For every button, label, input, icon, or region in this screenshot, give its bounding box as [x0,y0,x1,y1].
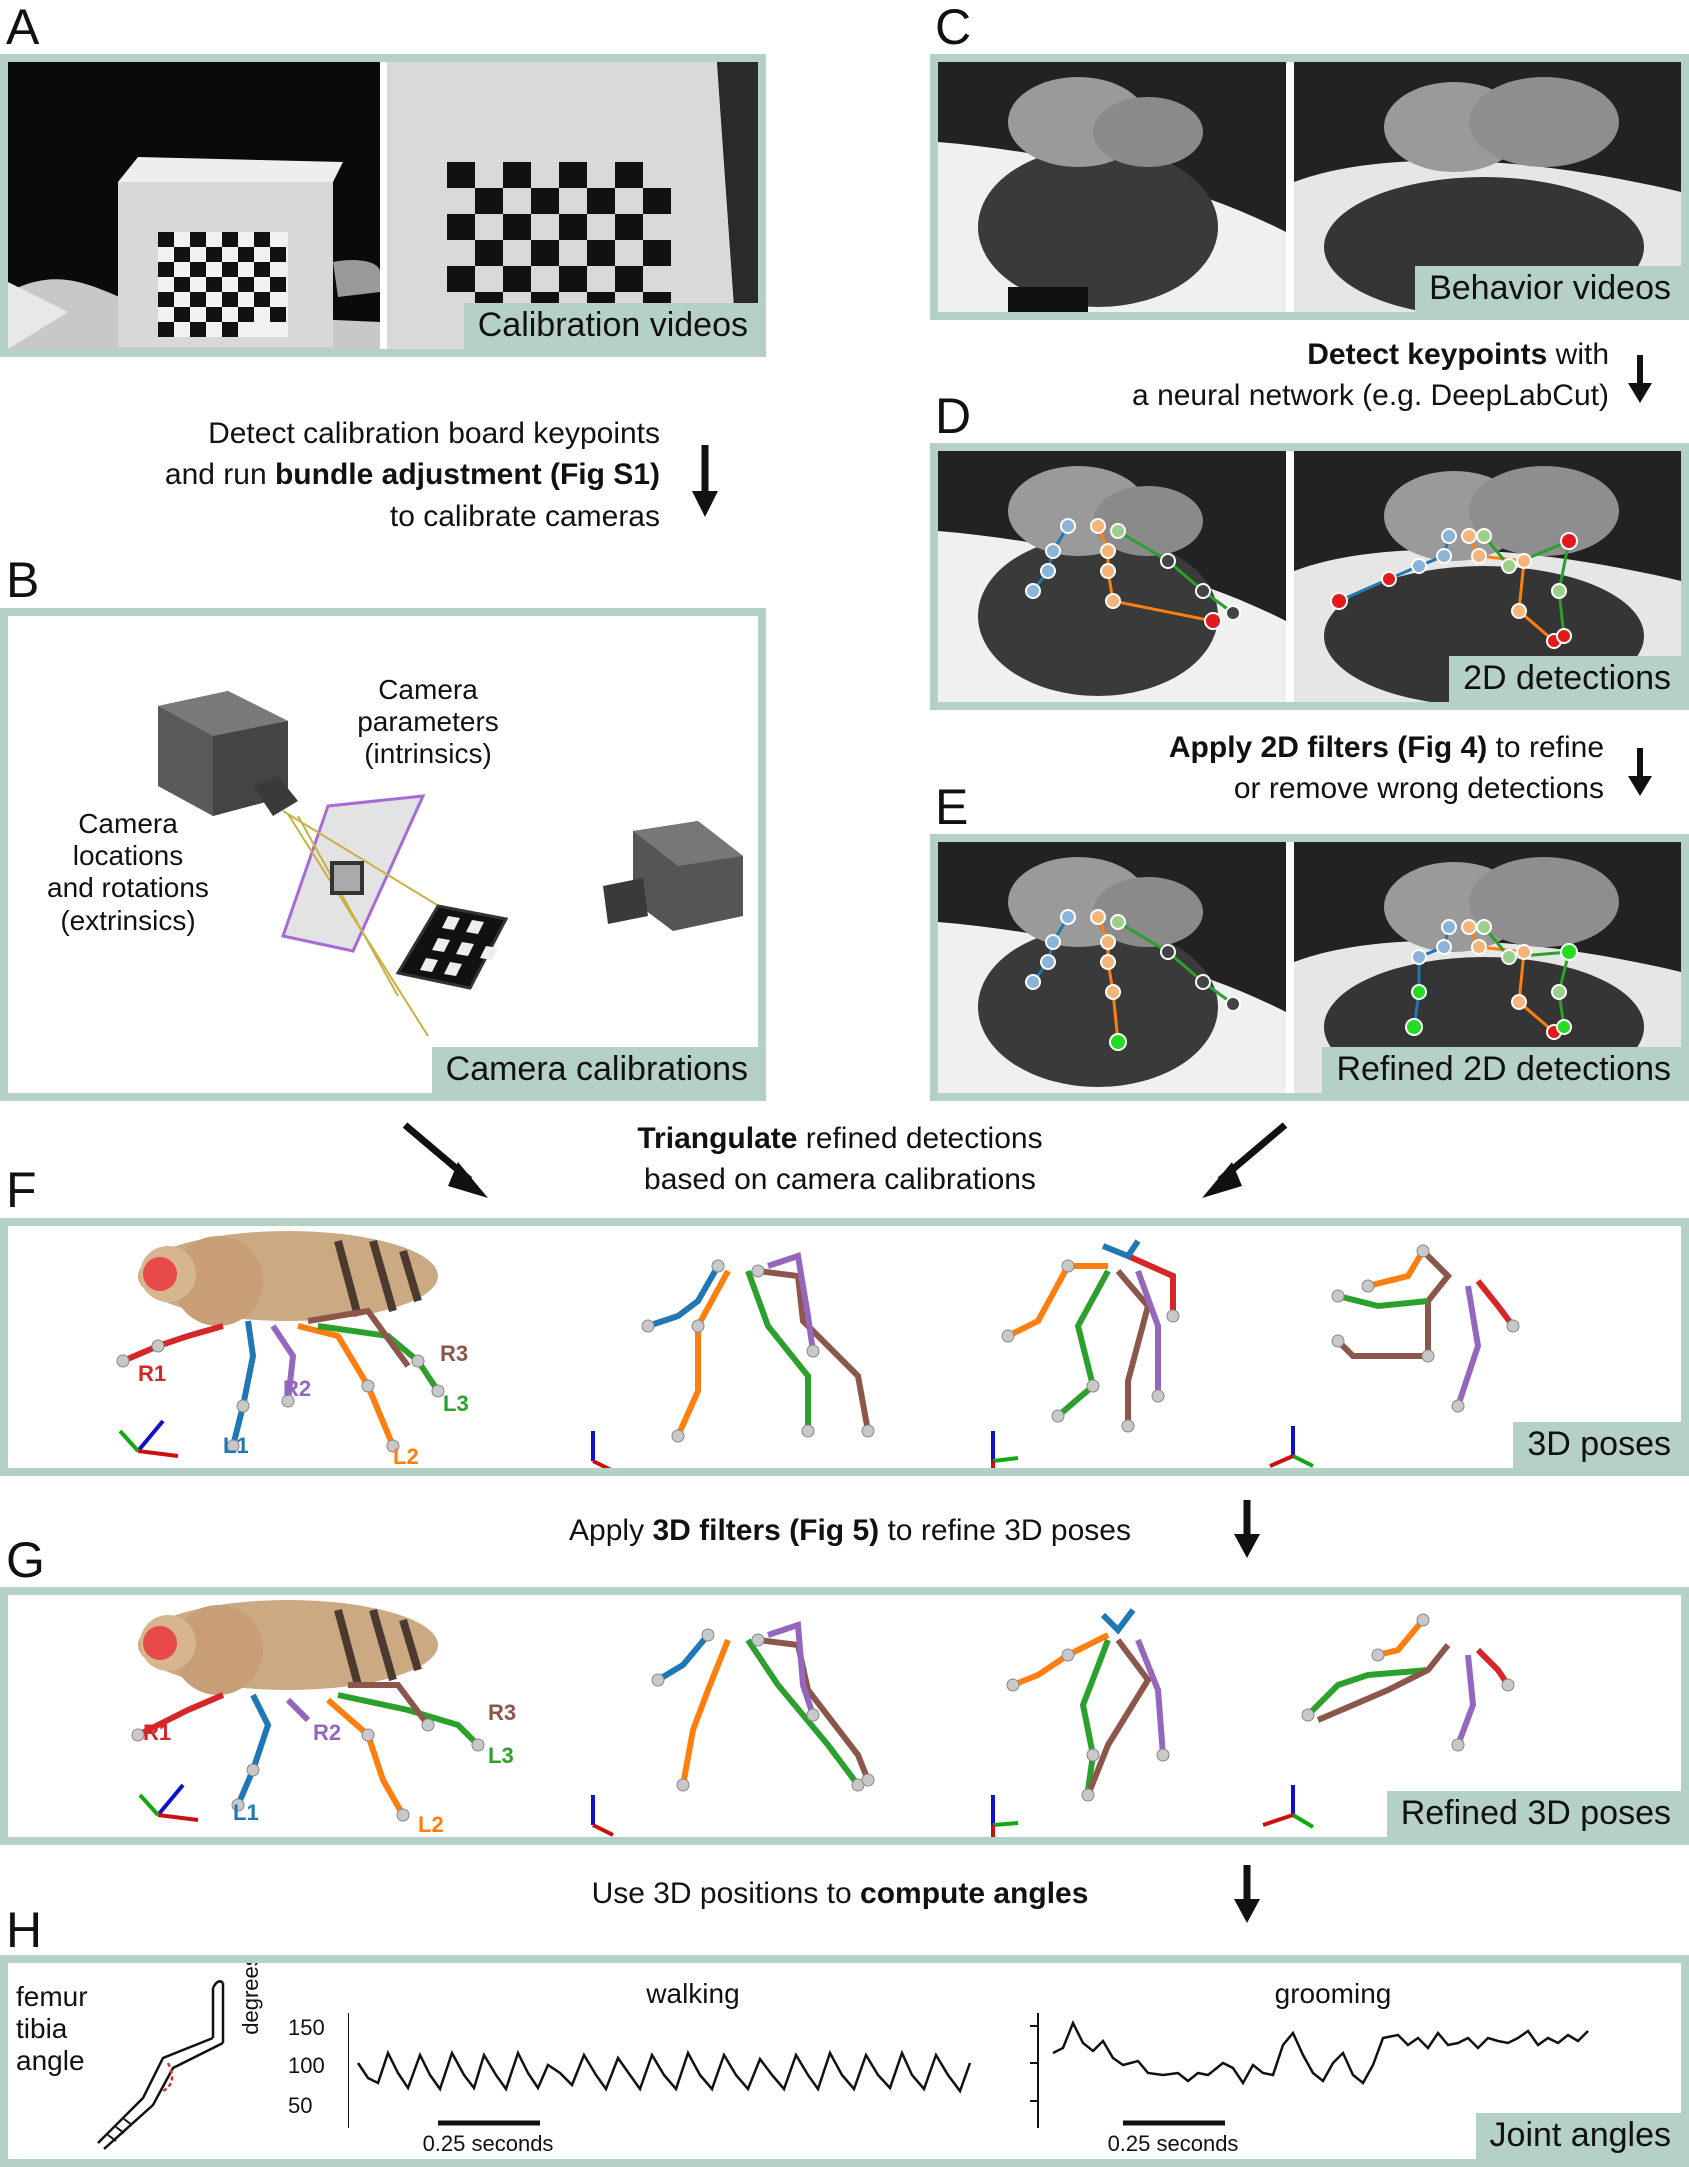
leg-label-l1: L1 [223,1433,249,1458]
step-detect-keypoints: Detect keypoints with a neural network (… [909,334,1609,417]
panel-letter-e: E [935,779,969,835]
calib-line2-bold: bundle adjustment (Fig S1) [274,458,660,492]
arrow-b-to-f [402,1122,488,1198]
scalebar-grooming-label: 0.25 seconds [1107,2131,1239,2156]
panel-f-3d-poses: R1 R2 R3 L1 L2 L3 3D poses [0,1218,1689,1476]
arrow-g-to-h [1234,1865,1260,1923]
leg-label-l3: L3 [443,1391,469,1416]
checkerboard-large [447,162,671,318]
leg-label-l1-refined: L1 [233,1800,259,1825]
step-triangulate: Triangulate refined detections based on … [560,1118,1120,1201]
filter2d-bold: Apply 2D filters (Fig 4) [1168,731,1488,764]
grooming-trace [1052,2019,1589,2086]
panel-h-joint-angles: femur tibia angle degrees 150 100 50 wal… [0,1955,1689,2167]
behavior-video-left [938,62,1286,312]
leg-label-r1: R1 [138,1361,167,1386]
refined-video-left [938,842,1286,1093]
arrow-e-to-f [1202,1122,1288,1198]
panel-b-camera-calibrations: Camera parameters (intrinsics) Camera lo… [0,608,766,1101]
joint-angle-traces [348,2013,1589,2128]
camera-setup-diagram [158,691,743,1037]
checkerboard-small [158,232,288,337]
panel-letter-d: D [935,388,972,444]
tag-behavior-videos: Behavior videos [1415,266,1681,312]
angles-text: Use 3D positions to [591,1877,861,1910]
panel-letter-h: H [6,1902,43,1958]
leg-label-r2: R2 [283,1376,312,1401]
refined-3d-poses-diagram [131,1600,1515,1837]
calib-line2-text: and run [164,458,275,492]
ylabel-degrees: degrees [238,1955,263,2035]
leg-label-r1-refined: R1 [143,1720,172,1745]
panel-letter-f: F [6,1162,37,1218]
filter3d-text-pre: Apply [569,1514,653,1547]
triangulate-line2: based on camera calibrations [644,1163,1036,1197]
panel-letter-b: B [6,552,40,608]
ytick-50: 50 [288,2093,313,2118]
step-2d-filters: Apply 2D filters (Fig 4) to refine or re… [904,727,1604,810]
triangulate-bold: Triangulate [637,1122,798,1155]
tag-camera-calibrations: Camera calibrations [431,1047,758,1093]
tag-3d-poses: 3D poses [1513,1422,1681,1468]
arrow-f-to-g [1234,1500,1260,1558]
panel-letter-g: G [6,1532,45,1588]
leg-label-l2: L2 [393,1444,419,1469]
arrow-down-d-to-e [1628,748,1652,796]
leg-label-r2-refined: R2 [313,1720,342,1745]
axes-icon-1 [118,1419,179,1458]
panel-a-calibration-videos: Calibration videos [0,54,766,357]
filter2d-text: to refine [1487,731,1604,764]
label-camera-parameters: Camera parameters (intrinsics) [357,674,499,770]
ytick-150: 150 [288,2015,325,2040]
title-walking: walking [646,1978,740,2009]
calib-line1: Detect calibration board keypoints [208,417,660,450]
label-camera-locations: Camera locations and rotations (extrinsi… [47,808,209,936]
panel-c-behavior-videos: Behavior videos [930,54,1689,320]
arrow-down-a-to-b [692,445,718,517]
angles-bold: compute angles [860,1877,1089,1910]
step-3d-filters: Apply 3D filters (Fig 5) to refine 3D po… [460,1510,1240,1551]
ytick-100: 100 [288,2053,325,2078]
detect-keypoints-text: with [1547,338,1609,371]
panel-letter-c: C [935,0,972,55]
leg-label-r3: R3 [440,1341,469,1366]
walking-trace [356,2049,972,2094]
tag-refined-2d-detections: Refined 2D detections [1322,1047,1681,1093]
step-compute-angles: Use 3D positions to compute angles [420,1873,1260,1914]
panel-d-2d-detections: 2D detections [930,443,1689,710]
detections-video-left [938,451,1286,702]
arrow-down-c-to-d [1628,355,1652,403]
detect-keypoints-line2: a neural network (e.g. DeepLabCut) [1132,379,1609,413]
title-grooming: grooming [1274,1978,1392,2009]
filter3d-bold: 3D filters (Fig 5) [652,1514,880,1547]
leg-joint-icon [97,1980,225,2150]
label-femur-tibia-angle: femur tibia angle [16,1981,88,2077]
calib-line3: to calibrate cameras [389,499,660,533]
panel-g-refined-3d-poses: R1 R2 R3 L1 L2 L3 Refined 3D poses [0,1587,1689,1845]
3d-poses-diagram [116,1231,1520,1468]
triangulate-text: refined detections [797,1122,1043,1155]
leg-label-r3-refined: R3 [488,1700,517,1725]
step-calibration: Detect calibration board keypoints and r… [100,413,660,537]
detect-keypoints-bold: Detect keypoints [1307,338,1548,371]
tag-calibration-videos: Calibration videos [463,303,758,349]
panel-letter-a: A [6,0,40,55]
tag-refined-3d-poses: Refined 3D poses [1386,1791,1681,1837]
calibration-video-left [8,62,380,349]
calibration-video-right [387,62,758,349]
filter2d-line2: or remove wrong detections [1233,772,1604,806]
leg-label-l2-refined: L2 [418,1812,444,1837]
leg-label-l3-refined: L3 [488,1743,514,1768]
tag-joint-angles: Joint angles [1475,2113,1681,2159]
scalebar-walking-label: 0.25 seconds [422,2131,554,2156]
filter3d-text-post: to refine 3D poses [879,1514,1131,1547]
tag-2d-detections: 2D detections [1449,656,1681,702]
panel-e-refined-2d-detections: Refined 2D detections [930,834,1689,1101]
